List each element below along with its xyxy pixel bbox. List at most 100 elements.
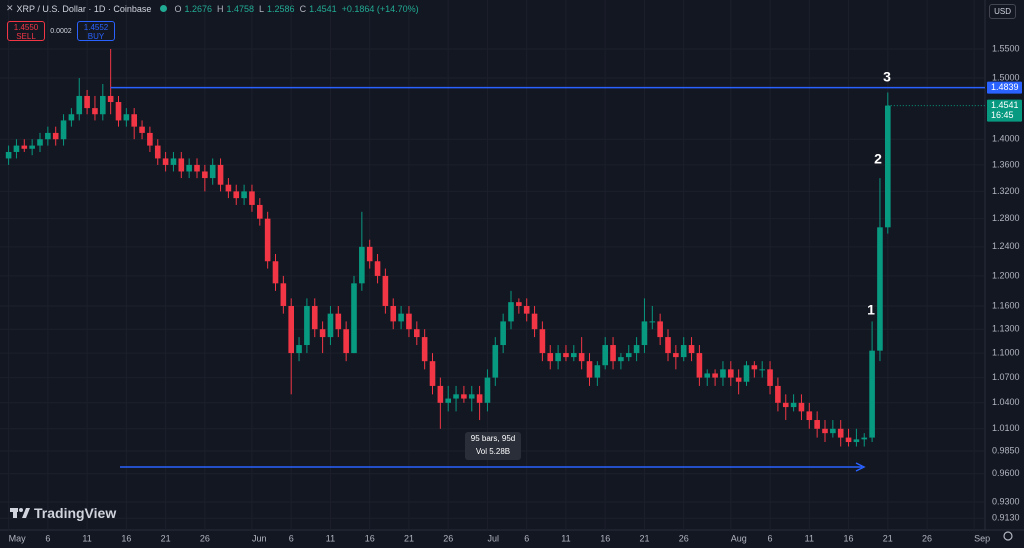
candle-body: [225, 184, 232, 192]
y-tick-label: 1.0700: [992, 372, 1020, 382]
candle-body: [21, 145, 28, 149]
candle-body: [343, 329, 349, 354]
candle-body: [170, 158, 177, 165]
candle-body: [555, 353, 561, 362]
candle-body: [516, 302, 522, 306]
candle-body: [798, 402, 805, 412]
candle-body: [720, 369, 726, 378]
sell-button[interactable]: 1.4550 SELL: [7, 21, 45, 41]
candle-body: [743, 365, 750, 382]
measure-volume: Vol 5.28B: [476, 447, 510, 456]
candle-body: [508, 302, 514, 322]
x-tick-label: 21: [404, 533, 414, 543]
y-tick-label: 1.2000: [992, 270, 1020, 280]
x-tick-label: Aug: [731, 533, 747, 543]
candle-body: [327, 313, 334, 338]
ohlc-label: L: [259, 3, 265, 14]
candle-body: [665, 337, 671, 354]
candle-body: [68, 114, 75, 121]
level-label: 1.4839: [991, 82, 1019, 92]
symbol[interactable]: XRP / U.S. Dollar · 1D · Coinbase: [16, 3, 152, 14]
x-tick-label: 16: [365, 533, 375, 543]
candle-body: [437, 385, 444, 403]
candle-body: [641, 321, 648, 346]
brand-name: TradingView: [34, 505, 117, 521]
candle-body: [578, 353, 585, 362]
candle-body: [194, 164, 200, 172]
ohlc-value: 1.2676: [184, 3, 212, 14]
buy-button[interactable]: 1.4552 BUY: [77, 21, 115, 41]
brand-logo[interactable]: TradingView: [10, 505, 116, 521]
candle-body: [814, 420, 820, 429]
ohlc-label: O: [174, 3, 182, 14]
x-tick-label: 16: [844, 533, 854, 543]
candle-body: [759, 369, 765, 371]
annotation: 2: [874, 151, 882, 167]
candle-body: [311, 305, 318, 330]
candle-body: [877, 227, 883, 351]
candle-body: [853, 439, 860, 443]
status-dot: [160, 5, 168, 12]
close-icon[interactable]: ✕: [6, 3, 14, 13]
candle-body: [539, 329, 546, 354]
y-tick-label: 0.9600: [992, 468, 1020, 478]
y-tick-label: 1.0100: [992, 423, 1020, 433]
candle-body: [594, 365, 601, 378]
candle-body: [429, 361, 436, 386]
candle-body: [484, 377, 491, 403]
currency-button[interactable]: USD: [989, 4, 1016, 19]
candle-body: [633, 345, 640, 354]
y-tick-label: 0.9130: [992, 513, 1020, 523]
x-tick-label: 6: [45, 533, 50, 543]
candle-body: [414, 329, 420, 338]
x-tick-label: Jun: [252, 533, 267, 543]
candle-body: [37, 139, 43, 146]
candle-body: [688, 345, 695, 354]
candle-body: [782, 402, 789, 408]
candle-body: [76, 95, 83, 115]
ohlc-value: 1.4541: [309, 3, 337, 14]
axes: 1.5500 1.5000 1.4000 1.3600 1.3200 1.2800 1.24…: [9, 43, 1022, 543]
y-tick-label: 1.1300: [992, 324, 1020, 334]
candle-body: [186, 164, 192, 172]
candle-body: [680, 345, 687, 358]
candle-body: [45, 132, 51, 140]
candle-body: [29, 145, 35, 149]
x-tick-label: 21: [639, 533, 649, 543]
candle-body: [100, 95, 106, 115]
candle-body: [845, 437, 852, 443]
measure-box: [465, 432, 521, 460]
y-tick-label: 0.9850: [992, 445, 1020, 455]
trade-panel: 1.4550 SELL 0.0002 1.4552 BUY: [7, 21, 115, 41]
x-tick-label: Sep: [974, 533, 990, 543]
candle-body: [657, 321, 663, 338]
candle-body: [209, 164, 216, 179]
y-tick-label: 1.0400: [992, 397, 1020, 407]
candle-body: [123, 114, 130, 121]
candle-body: [625, 353, 632, 358]
settings-icon[interactable]: [1003, 531, 1013, 541]
candle-body: [257, 204, 263, 219]
candle-body: [115, 102, 122, 121]
candle-body: [52, 132, 59, 140]
x-tick-label: 26: [443, 533, 453, 543]
candle-body: [147, 132, 153, 146]
candle-body: [178, 158, 185, 172]
candle-body: [421, 337, 428, 362]
candle-body: [861, 437, 868, 440]
candle-body: [610, 345, 616, 362]
candle-body: [319, 329, 326, 338]
candle-body: [885, 105, 891, 228]
candle-body: [162, 158, 169, 165]
candle-body: [13, 145, 20, 152]
sell-price: 1.4550: [13, 23, 39, 32]
candle-body: [563, 353, 569, 358]
candle-body: [602, 345, 608, 366]
candle-body: [775, 385, 781, 403]
last-price-label: 1.4541: [991, 100, 1019, 110]
candle-body: [445, 398, 451, 403]
candle-body: [571, 353, 577, 358]
x-tick-label: 11: [326, 533, 335, 543]
candle-body: [351, 283, 357, 354]
x-tick-label: 6: [524, 533, 529, 543]
